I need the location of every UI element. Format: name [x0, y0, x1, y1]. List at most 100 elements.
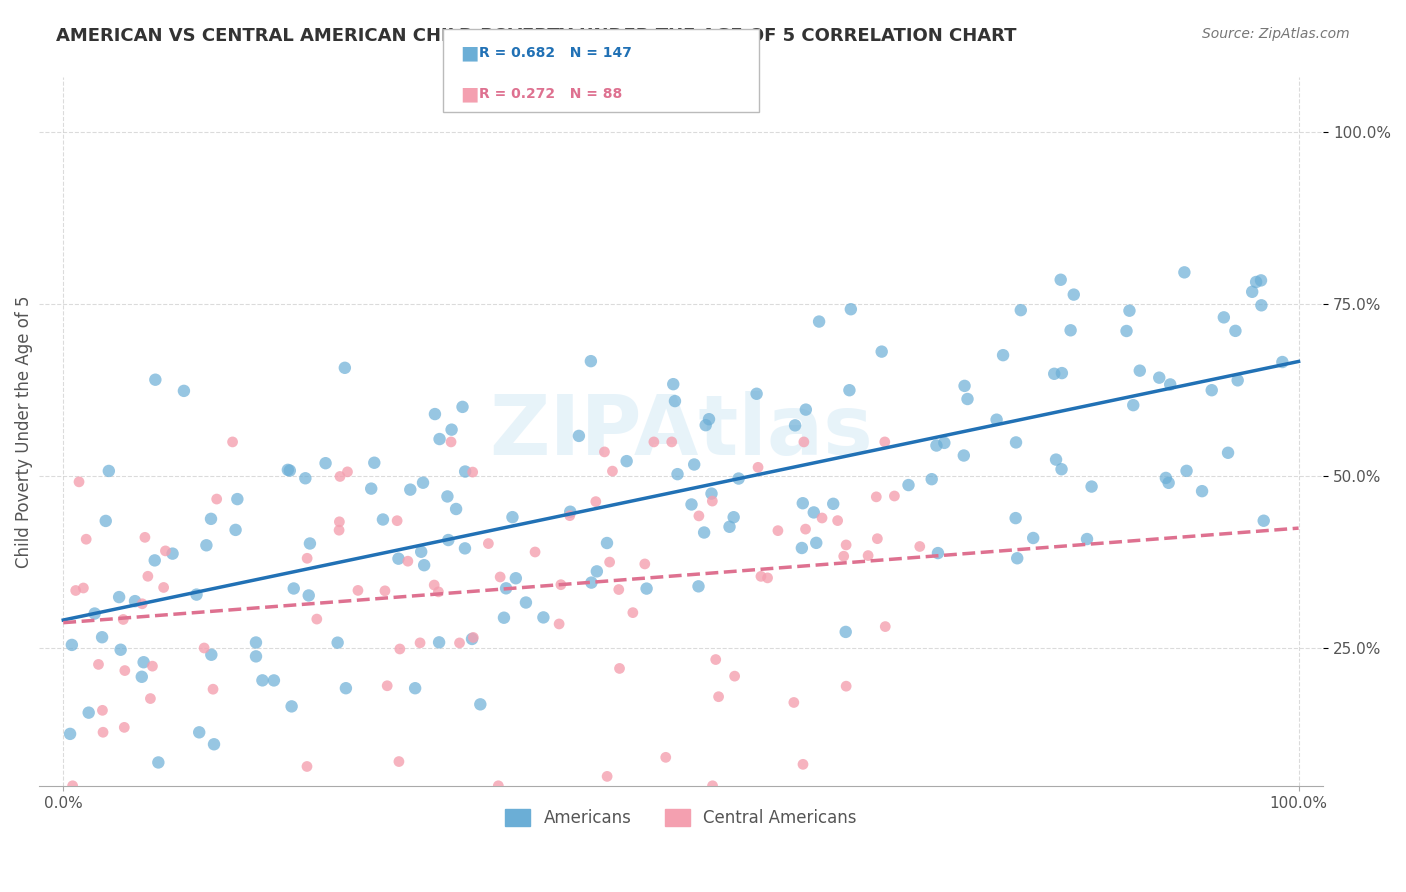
- Point: [702, 494, 724, 508]
- Point: [132, 655, 155, 669]
- Point: [226, 492, 249, 507]
- Point: [835, 679, 858, 693]
- Point: [155, 544, 177, 558]
- Point: [110, 642, 132, 657]
- Point: [305, 612, 328, 626]
- Point: [621, 606, 644, 620]
- Point: [335, 681, 357, 696]
- Point: [387, 551, 409, 566]
- Point: [363, 456, 385, 470]
- Point: [700, 486, 723, 500]
- Point: [707, 690, 730, 704]
- Point: [413, 558, 436, 573]
- Point: [329, 469, 352, 483]
- Point: [298, 589, 321, 603]
- Point: [655, 750, 678, 764]
- Point: [550, 577, 572, 591]
- Point: [1005, 551, 1028, 566]
- Point: [277, 463, 299, 477]
- Point: [94, 514, 117, 528]
- Point: [173, 384, 195, 398]
- Point: [856, 549, 879, 563]
- Point: [1076, 532, 1098, 546]
- Point: [436, 490, 458, 504]
- Point: [832, 549, 855, 564]
- Point: [585, 494, 607, 508]
- Text: ■: ■: [460, 84, 478, 103]
- Point: [952, 449, 974, 463]
- Point: [143, 553, 166, 567]
- Point: [634, 557, 657, 571]
- Point: [548, 616, 571, 631]
- Point: [423, 578, 446, 592]
- Point: [388, 642, 411, 657]
- Point: [202, 682, 225, 697]
- Point: [1045, 452, 1067, 467]
- Legend: Americans, Central Americans: Americans, Central Americans: [499, 803, 863, 834]
- Point: [412, 475, 434, 490]
- Point: [1059, 323, 1081, 337]
- Point: [524, 545, 547, 559]
- Point: [75, 533, 97, 547]
- Point: [921, 472, 943, 486]
- Point: [1050, 366, 1073, 380]
- Point: [823, 497, 845, 511]
- Point: [927, 546, 949, 560]
- Point: [162, 547, 184, 561]
- Point: [1173, 265, 1195, 279]
- Point: [152, 581, 174, 595]
- Point: [1063, 287, 1085, 301]
- Point: [596, 536, 619, 550]
- Point: [91, 703, 114, 717]
- Point: [375, 679, 398, 693]
- Y-axis label: Child Poverty Under the Age of 5: Child Poverty Under the Age of 5: [15, 295, 32, 568]
- Point: [1159, 377, 1181, 392]
- Point: [449, 636, 471, 650]
- Point: [195, 538, 218, 552]
- Point: [793, 434, 815, 449]
- Point: [1050, 462, 1073, 476]
- Point: [326, 635, 349, 649]
- Point: [186, 588, 208, 602]
- Point: [827, 514, 849, 528]
- Point: [492, 611, 515, 625]
- Point: [875, 619, 897, 633]
- Point: [724, 669, 747, 683]
- Text: AMERICAN VS CENTRAL AMERICAN CHILD POVERTY UNDER THE AGE OF 5 CORRELATION CHART: AMERICAN VS CENTRAL AMERICAN CHILD POVER…: [56, 27, 1017, 45]
- Point: [599, 555, 621, 569]
- Point: [1241, 285, 1264, 299]
- Point: [1250, 273, 1272, 287]
- Point: [454, 541, 477, 556]
- Point: [399, 483, 422, 497]
- Point: [440, 423, 463, 437]
- Point: [193, 640, 215, 655]
- Point: [1250, 298, 1272, 312]
- Point: [1049, 273, 1071, 287]
- Point: [280, 699, 302, 714]
- Point: [688, 508, 710, 523]
- Point: [141, 659, 163, 673]
- Point: [83, 607, 105, 621]
- Point: [1175, 464, 1198, 478]
- Point: [661, 434, 683, 449]
- Point: [897, 478, 920, 492]
- Point: [221, 434, 243, 449]
- Point: [756, 571, 779, 585]
- Point: [806, 536, 828, 550]
- Point: [427, 635, 450, 649]
- Point: [136, 569, 159, 583]
- Point: [131, 597, 153, 611]
- Point: [114, 664, 136, 678]
- Point: [202, 737, 225, 751]
- Point: [1080, 479, 1102, 493]
- Point: [664, 394, 686, 409]
- Point: [616, 454, 638, 468]
- Point: [371, 512, 394, 526]
- Point: [925, 438, 948, 452]
- Point: [91, 630, 114, 644]
- Point: [697, 412, 720, 426]
- Point: [681, 498, 703, 512]
- Point: [429, 432, 451, 446]
- Point: [792, 757, 814, 772]
- Point: [783, 696, 806, 710]
